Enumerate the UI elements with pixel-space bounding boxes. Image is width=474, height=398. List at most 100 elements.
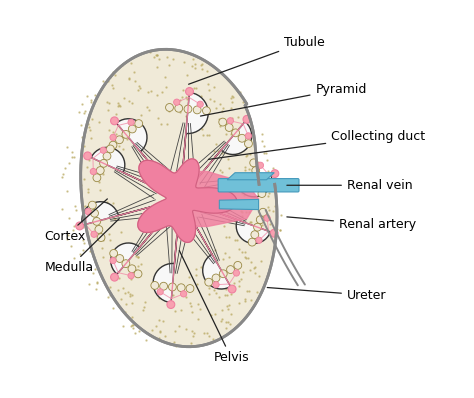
Point xyxy=(221,284,229,291)
Point xyxy=(98,245,106,251)
Circle shape xyxy=(165,103,173,111)
Circle shape xyxy=(93,217,100,225)
Point xyxy=(116,103,123,109)
Circle shape xyxy=(91,209,99,217)
Circle shape xyxy=(95,226,103,233)
Point xyxy=(238,213,246,220)
Polygon shape xyxy=(189,214,231,289)
Point xyxy=(242,209,249,216)
Point xyxy=(128,314,136,320)
Point xyxy=(74,220,82,227)
Point xyxy=(219,316,226,322)
Point xyxy=(142,337,150,343)
Point xyxy=(147,88,155,94)
Point xyxy=(106,284,113,290)
Point xyxy=(239,99,246,105)
Point xyxy=(228,131,235,137)
Point xyxy=(210,98,218,104)
Point xyxy=(250,227,257,233)
Polygon shape xyxy=(81,49,277,347)
Point xyxy=(109,149,116,155)
Circle shape xyxy=(238,135,246,142)
Point xyxy=(224,156,232,162)
Point xyxy=(127,293,134,299)
Circle shape xyxy=(177,284,185,292)
Point xyxy=(118,62,126,68)
Text: Medulla: Medulla xyxy=(45,219,119,274)
Point xyxy=(64,231,72,238)
Point xyxy=(82,150,90,156)
Circle shape xyxy=(243,115,251,123)
Point xyxy=(197,93,205,99)
Point xyxy=(77,182,85,189)
Point xyxy=(128,122,135,129)
Circle shape xyxy=(225,123,233,131)
Point xyxy=(246,266,254,273)
Point xyxy=(177,307,185,313)
Point xyxy=(83,164,91,171)
Point xyxy=(86,248,93,254)
Point xyxy=(222,286,229,292)
Point xyxy=(90,270,97,277)
Polygon shape xyxy=(219,199,259,210)
Polygon shape xyxy=(227,173,274,180)
Point xyxy=(238,128,246,134)
Point xyxy=(204,68,211,74)
Point xyxy=(221,250,228,256)
Point xyxy=(269,165,276,171)
Point xyxy=(182,326,190,332)
Point xyxy=(156,328,164,334)
Point xyxy=(176,97,183,103)
Point xyxy=(230,280,237,286)
Point xyxy=(109,69,116,76)
Point xyxy=(84,189,91,195)
Point xyxy=(88,135,95,141)
Point xyxy=(128,322,136,328)
Circle shape xyxy=(107,145,114,153)
Point xyxy=(164,102,171,109)
Point xyxy=(59,206,66,212)
Circle shape xyxy=(84,152,91,160)
Point xyxy=(222,234,229,240)
Point xyxy=(171,339,178,345)
Point xyxy=(126,98,133,104)
Point xyxy=(104,78,111,85)
Point xyxy=(264,190,272,196)
Text: Pyramid: Pyramid xyxy=(201,83,367,116)
Circle shape xyxy=(103,152,111,160)
Point xyxy=(225,302,233,308)
Point xyxy=(96,217,104,224)
Circle shape xyxy=(184,105,192,113)
Point xyxy=(192,84,200,91)
Point xyxy=(95,178,103,185)
Point xyxy=(224,319,231,325)
Point xyxy=(197,264,205,271)
Circle shape xyxy=(205,278,213,286)
Circle shape xyxy=(167,300,175,308)
Point xyxy=(252,263,259,270)
Circle shape xyxy=(227,265,235,273)
Point xyxy=(228,143,236,150)
Point xyxy=(183,72,191,78)
Circle shape xyxy=(271,170,279,178)
Point xyxy=(189,56,197,62)
Point xyxy=(103,199,110,205)
Point xyxy=(239,128,246,135)
Point xyxy=(232,202,239,208)
Point xyxy=(152,51,159,58)
Point xyxy=(241,298,248,304)
Circle shape xyxy=(264,215,270,221)
Point xyxy=(123,261,130,267)
Circle shape xyxy=(110,134,116,140)
Point xyxy=(215,116,223,123)
Point xyxy=(144,89,151,96)
Point xyxy=(80,224,87,230)
Point xyxy=(187,302,195,309)
Point xyxy=(226,321,233,328)
Point xyxy=(129,322,137,329)
Point xyxy=(240,192,248,198)
Point xyxy=(127,60,135,66)
Circle shape xyxy=(256,182,264,190)
Point xyxy=(255,273,263,279)
Point xyxy=(152,323,160,329)
